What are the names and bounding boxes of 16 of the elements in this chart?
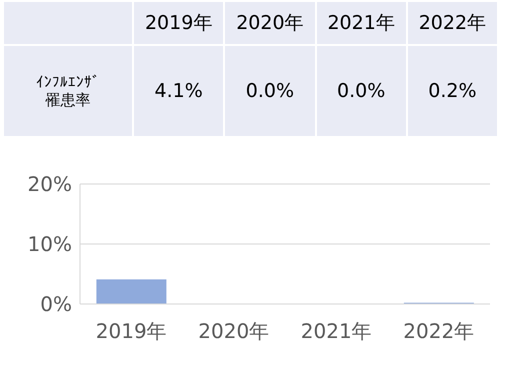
data-label: 0.0% <box>224 45 316 137</box>
y-tick-label: 10% <box>28 232 72 256</box>
category-label: 2021年 <box>327 12 395 34</box>
x-tick-label: 2022年 <box>403 319 474 344</box>
x-tick-label: 2021年 <box>300 319 372 344</box>
text: ｲﾝﾌﾙｴﾝｻﾞ罹患率 <box>3 45 133 137</box>
data-label: 0.2% <box>406 45 498 137</box>
category-label: 2022年 <box>418 12 486 34</box>
category-label: 2020年 <box>236 12 304 34</box>
data-label: 0.0% <box>316 45 407 137</box>
category-label: 2019年 <box>144 12 212 34</box>
y-tick-label: 20% <box>28 172 72 196</box>
data-label: 4.1% <box>133 45 224 137</box>
x-tick-label: 2019年 <box>96 319 167 344</box>
x-tick-label: 2020年 <box>198 319 270 344</box>
y-tick-label: 0% <box>40 292 72 316</box>
